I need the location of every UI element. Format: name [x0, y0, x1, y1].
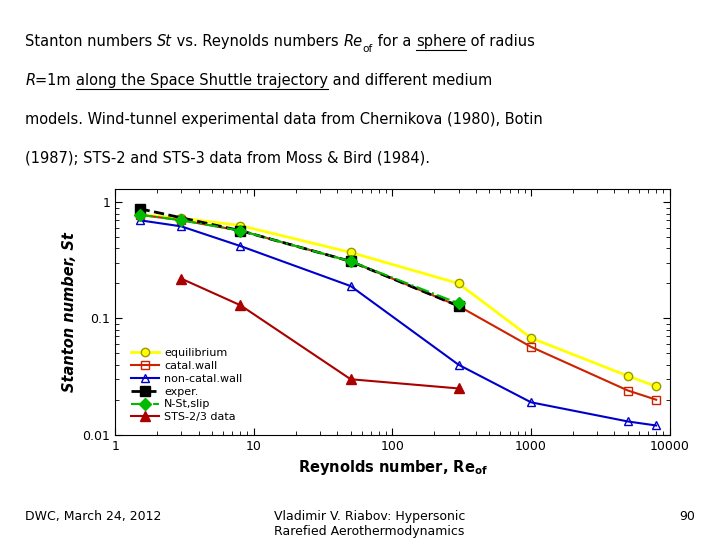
non-catal.wall: [454, 361, 463, 368]
equilibrium: [454, 280, 463, 287]
Legend: equilibrium, catal.wall, non-catal.wall, exper., N-St,slip, STS-2/3 data: equilibrium, catal.wall, non-catal.wall,…: [126, 344, 247, 427]
Text: =1m: =1m: [35, 73, 76, 88]
catal.wall: [652, 396, 660, 403]
catal.wall: [527, 343, 536, 350]
equilibrium: [346, 249, 355, 255]
exper.: [346, 258, 355, 265]
Text: Vladimir V. Riabov: Hypersonic
Rarefied Aerothermodynamics: Vladimir V. Riabov: Hypersonic Rarefied …: [274, 510, 465, 538]
equilibrium: [624, 373, 632, 379]
STS-2/3 data: [346, 376, 355, 382]
N-St,slip: [135, 212, 144, 218]
equilibrium: [135, 212, 144, 218]
Line: equilibrium: equilibrium: [135, 211, 660, 390]
N-St,slip: [454, 300, 463, 307]
equilibrium: [177, 215, 186, 221]
STS-2/3 data: [236, 302, 245, 308]
Text: Re: Re: [343, 34, 362, 49]
exper.: [135, 205, 144, 212]
non-catal.wall: [177, 223, 186, 230]
Text: Stanton numbers: Stanton numbers: [25, 34, 157, 49]
Text: DWC, March 24, 2012: DWC, March 24, 2012: [25, 510, 161, 523]
Text: and different medium: and different medium: [328, 73, 492, 88]
Line: catal.wall: catal.wall: [135, 211, 660, 404]
catal.wall: [135, 212, 144, 218]
Text: sphere: sphere: [415, 34, 466, 49]
catal.wall: [236, 227, 245, 234]
Text: vs. Reynolds numbers: vs. Reynolds numbers: [172, 34, 343, 49]
N-St,slip: [346, 258, 355, 265]
Line: N-St,slip: N-St,slip: [135, 211, 463, 307]
Text: 90: 90: [679, 510, 695, 523]
non-catal.wall: [624, 418, 632, 424]
Text: St: St: [157, 34, 172, 49]
X-axis label: Reynolds number, Re$_\mathregular{of}$: Reynolds number, Re$_\mathregular{of}$: [297, 458, 487, 477]
Line: STS-2/3 data: STS-2/3 data: [176, 274, 464, 393]
Line: exper.: exper.: [135, 204, 464, 311]
exper.: [236, 227, 245, 234]
catal.wall: [624, 387, 632, 394]
STS-2/3 data: [454, 385, 463, 392]
non-catal.wall: [527, 399, 536, 406]
Y-axis label: Stanton number, St: Stanton number, St: [62, 232, 77, 392]
non-catal.wall: [652, 422, 660, 429]
exper.: [454, 303, 463, 309]
catal.wall: [177, 217, 186, 224]
Text: of: of: [362, 44, 373, 55]
Text: R: R: [25, 73, 35, 88]
equilibrium: [236, 222, 245, 229]
Text: models. Wind-tunnel experimental data from Chernikova (1980), Botin: models. Wind-tunnel experimental data fr…: [25, 112, 543, 127]
Text: of radius: of radius: [466, 34, 535, 49]
non-catal.wall: [236, 243, 245, 249]
equilibrium: [527, 335, 536, 341]
Line: non-catal.wall: non-catal.wall: [135, 216, 660, 430]
N-St,slip: [236, 227, 245, 234]
Text: for a: for a: [373, 34, 415, 49]
catal.wall: [346, 258, 355, 265]
N-St,slip: [177, 217, 186, 224]
non-catal.wall: [346, 283, 355, 289]
catal.wall: [454, 303, 463, 309]
non-catal.wall: [135, 217, 144, 224]
Text: (1987); STS-2 and STS-3 data from Moss & Bird (1984).: (1987); STS-2 and STS-3 data from Moss &…: [25, 151, 431, 166]
STS-2/3 data: [177, 275, 186, 282]
Text: along the Space Shuttle trajectory: along the Space Shuttle trajectory: [76, 73, 328, 88]
equilibrium: [652, 383, 660, 390]
